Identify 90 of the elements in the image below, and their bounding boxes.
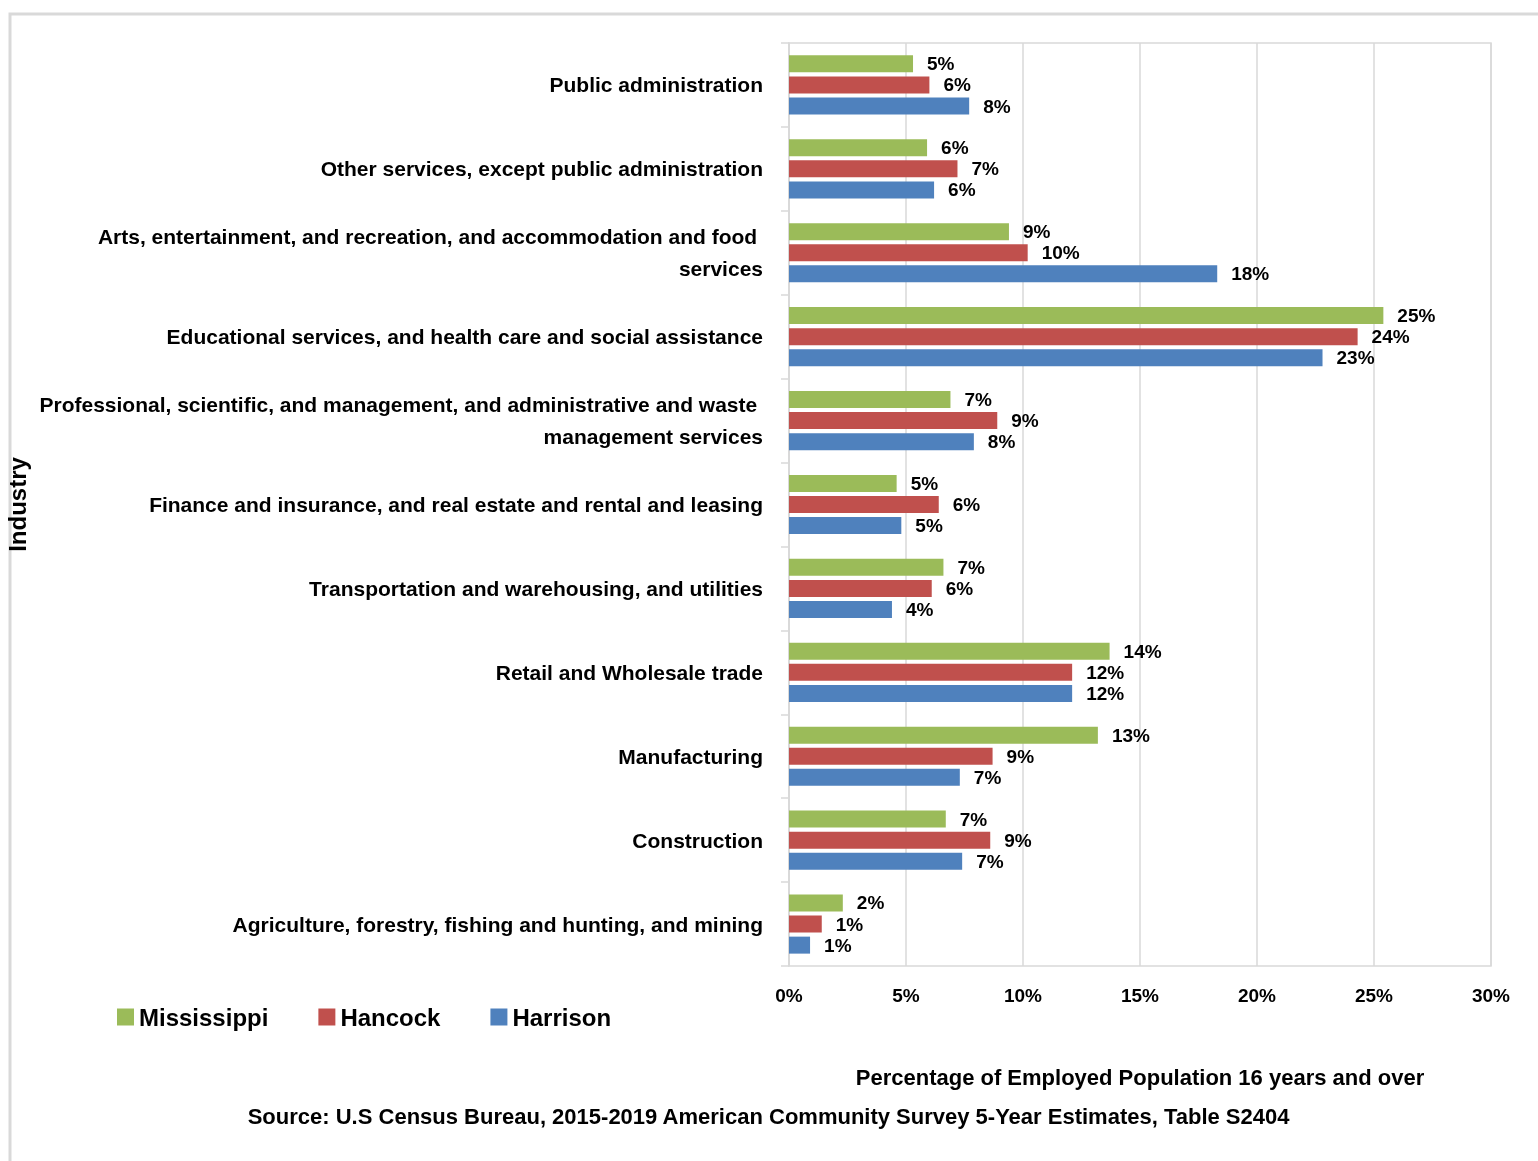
y-tick-label: Other services, except public administration xyxy=(320,157,763,181)
bar xyxy=(789,642,1110,660)
bar xyxy=(789,768,960,786)
data-label: 6% xyxy=(952,494,981,515)
data-label: 1% xyxy=(835,913,864,935)
y-tick-label: Transportation and warehousing, and utilities xyxy=(309,576,763,600)
data-label: 12% xyxy=(1086,682,1125,704)
data-label: 6% xyxy=(948,179,976,201)
data-label: 7% xyxy=(976,850,1004,872)
bar xyxy=(789,663,1073,681)
legend-label: Mississippi xyxy=(139,1003,269,1031)
y-axis-title: Industry xyxy=(3,456,31,552)
data-label: 9% xyxy=(1022,221,1051,243)
bar xyxy=(789,831,991,849)
bar xyxy=(789,600,892,618)
x-tick-label: 10% xyxy=(1003,985,1043,1006)
bar xyxy=(789,139,928,157)
data-label: 7% xyxy=(973,766,1002,788)
y-tick-label: Educational services, and health care and social assistance xyxy=(166,325,763,349)
data-label: 7% xyxy=(957,556,986,578)
x-tick-label: 25% xyxy=(1354,985,1394,1006)
data-label: 7% xyxy=(964,389,993,411)
data-label: 6% xyxy=(945,577,974,599)
y-tick-label: Retail and Wholesale trade xyxy=(495,660,763,684)
bar xyxy=(789,412,998,430)
bar xyxy=(789,474,897,492)
x-tick-label: 5% xyxy=(892,985,920,1006)
x-axis-title: Percentage of Employed Population 16 years and over xyxy=(855,1064,1425,1090)
data-label: 14% xyxy=(1123,640,1162,662)
data-label: 5% xyxy=(927,53,955,75)
legend-label: Harrison xyxy=(512,1003,612,1031)
data-label: 7% xyxy=(971,158,1000,180)
bar xyxy=(789,391,951,409)
data-label: 8% xyxy=(987,431,1016,453)
bar xyxy=(789,726,1098,744)
bar xyxy=(789,747,993,765)
y-tick-label: Public administration xyxy=(549,73,763,97)
bar xyxy=(789,579,932,597)
data-label: 18% xyxy=(1231,263,1270,285)
y-tick-label: Professional, scientific, and management, and administrative and waste management services xyxy=(39,393,763,449)
bar xyxy=(789,349,1323,367)
data-label: 9% xyxy=(1006,745,1035,767)
data-label: 2% xyxy=(856,892,885,914)
bar xyxy=(789,181,935,199)
bar xyxy=(789,684,1073,702)
data-label: 12% xyxy=(1086,661,1125,683)
y-tick-label: Agriculture, forestry, fishing and hunting, and mining xyxy=(232,912,763,936)
bar xyxy=(789,915,822,933)
data-label: 5% xyxy=(910,472,939,494)
bar xyxy=(789,76,930,94)
data-label: 8% xyxy=(983,95,1011,117)
bar xyxy=(789,852,963,870)
data-label: 24% xyxy=(1371,326,1410,348)
bar xyxy=(789,810,946,828)
bar xyxy=(789,936,811,954)
bar xyxy=(789,433,974,451)
y-tick-label: Construction xyxy=(632,828,763,852)
bar xyxy=(789,558,944,576)
x-tick-label: 0% xyxy=(775,985,803,1006)
bar xyxy=(789,55,914,73)
x-tick-label: 20% xyxy=(1237,985,1277,1006)
bar xyxy=(789,894,843,912)
data-label: 1% xyxy=(824,934,852,956)
bar xyxy=(789,160,958,178)
data-label: 23% xyxy=(1336,347,1375,369)
data-label: 9% xyxy=(1011,410,1039,432)
data-label: 5% xyxy=(915,515,943,537)
x-tick-label: 30% xyxy=(1471,985,1511,1006)
source-note: Source: U.S Census Bureau, 2015-2019 American Community Survey 5-Year Estimates, Table S2404 xyxy=(247,1103,1291,1129)
legend-label: Hancock xyxy=(340,1003,442,1031)
bar xyxy=(789,223,1009,241)
bar xyxy=(789,97,970,115)
data-label: 25% xyxy=(1397,305,1436,327)
x-tick-label: 15% xyxy=(1120,985,1160,1006)
bar xyxy=(789,307,1384,325)
data-label: 10% xyxy=(1041,242,1080,264)
data-label: 6% xyxy=(941,137,969,159)
bar xyxy=(789,496,939,513)
y-tick-label: Finance and insurance, and real estate and rental and leasing xyxy=(149,493,763,516)
bar xyxy=(789,265,1218,283)
data-label: 7% xyxy=(959,808,988,830)
y-tick-label: Arts, entertainment, and recreation, and accommodation and food services xyxy=(97,225,763,281)
data-label: 4% xyxy=(905,598,934,620)
bar xyxy=(789,244,1028,262)
bar xyxy=(789,517,902,535)
data-label: 13% xyxy=(1111,724,1151,746)
y-tick-label: Manufacturing xyxy=(618,744,763,768)
data-label: 9% xyxy=(1004,829,1032,851)
data-label: 6% xyxy=(943,74,971,96)
bar xyxy=(789,328,1358,346)
